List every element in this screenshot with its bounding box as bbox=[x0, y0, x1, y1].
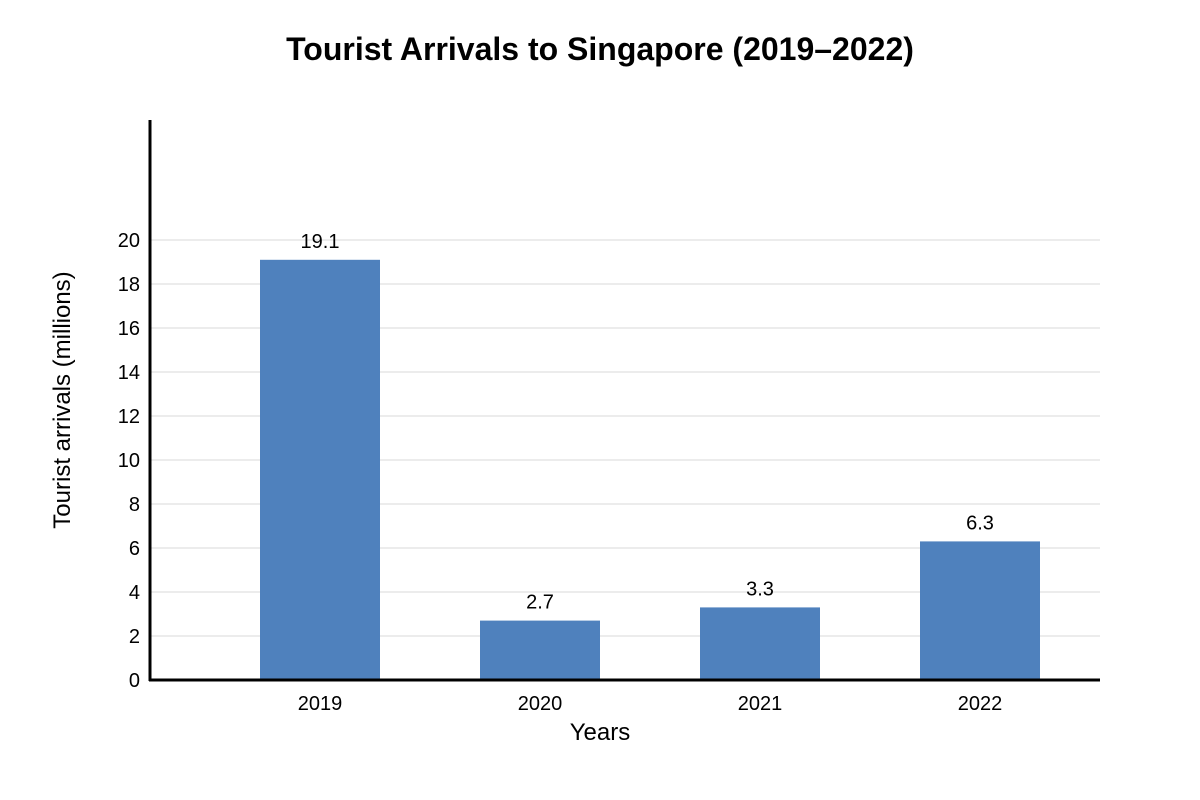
y-tick-label: 20 bbox=[118, 230, 140, 252]
x-tick-label: 2022 bbox=[958, 693, 1003, 715]
y-tick-label: 2 bbox=[129, 626, 140, 648]
y-tick-label: 18 bbox=[118, 274, 140, 296]
x-axis-title: Years bbox=[570, 719, 631, 746]
data-label: 3.3 bbox=[746, 578, 774, 600]
data-label: 6.3 bbox=[966, 512, 994, 534]
y-tick-label: 10 bbox=[118, 450, 140, 472]
y-tick-labels: 0 2 4 6 8 10 12 14 16 18 20 bbox=[118, 230, 140, 692]
data-label: 2.7 bbox=[526, 592, 554, 614]
y-tick-label: 16 bbox=[118, 318, 140, 340]
data-labels: 19.1 2.7 3.3 6.3 bbox=[301, 231, 994, 614]
x-tick-label: 2021 bbox=[738, 693, 783, 715]
y-tick-label: 0 bbox=[129, 670, 140, 692]
bar bbox=[480, 620, 600, 680]
x-tick-label: 2020 bbox=[518, 693, 563, 715]
x-tick-labels: 2019 2020 2021 2022 bbox=[298, 693, 1003, 715]
x-tick-label: 2019 bbox=[298, 693, 343, 715]
y-tick-label: 6 bbox=[129, 538, 140, 560]
axes bbox=[148, 120, 1100, 682]
data-label: 19.1 bbox=[301, 231, 340, 253]
y-tick-label: 14 bbox=[118, 362, 140, 384]
bar bbox=[920, 541, 1040, 680]
bars bbox=[260, 259, 1040, 680]
chart-title: Tourist Arrivals to Singapore (2019–2022… bbox=[286, 31, 914, 67]
y-tick-label: 8 bbox=[129, 494, 140, 516]
y-tick-label: 4 bbox=[129, 582, 140, 604]
y-axis-title: Tourist arrivals (millions) bbox=[49, 271, 76, 528]
bar bbox=[700, 607, 820, 680]
bar bbox=[260, 259, 380, 680]
y-tick-label: 12 bbox=[118, 406, 140, 428]
